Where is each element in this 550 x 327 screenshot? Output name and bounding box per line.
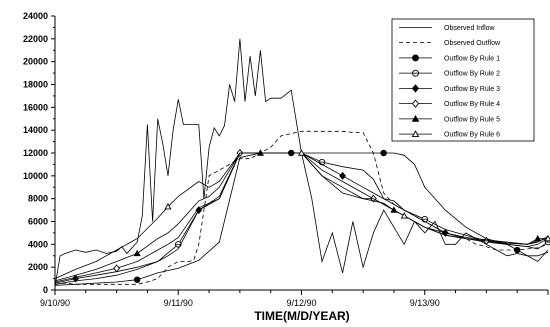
marker-open-triangle [400,212,408,219]
x-tick-label: 9/10/90 [40,298,70,308]
series-line [54,130,549,285]
y-tick-label: 4000 [28,239,48,249]
series-line [54,152,549,286]
marker-open-triangle [164,202,172,210]
series-layer [54,38,550,287]
marker-filled-diamond [195,206,203,215]
marker-filled-circle [133,276,141,283]
y-tick-label: 12000 [23,148,48,158]
legend-label: Outflow By Rule 6 [444,132,500,139]
legend-label: Observed Outflow [444,40,501,47]
legend-label: Observed Inflow [444,25,496,32]
x-tick-label: 9/11/90 [164,298,193,308]
legend-label: Outflow By Rule 2 [444,71,500,78]
y-tick-label: 14000 [23,125,48,135]
series-line [54,152,549,285]
y-tick-label: 10000 [23,171,48,181]
x-axis-title: TIME(M/D/YEAR) [254,309,349,323]
legend-label: Outflow By Rule 5 [444,116,500,123]
series-2 [54,130,549,285]
series-5 [54,152,549,284]
legend-label: Outflow By Rule 1 [444,55,500,62]
y-tick-label: 16000 [23,102,48,112]
y-tick-label: 24000 [23,11,48,21]
marker-filled-diamond [339,171,346,180]
legend: Observed Inflow Observed Outflow Outflow B… [391,18,535,142]
series-7 [54,149,548,282]
x-tick-label: 9/12/90 [286,298,316,308]
marker-open-diamond [113,264,121,273]
y-tick-label: 2000 [28,262,48,272]
series-line [54,152,548,282]
marker-filled-triangle [133,249,141,257]
legend-label: Outflow By Rule 4 [444,101,500,108]
series-line [54,152,549,284]
y-tick-label: 0 [43,285,48,295]
marker-open-triangle [544,234,550,242]
series-line [54,152,549,283]
axes: 0 2000 4000 6000 8000 10000 12000 14000 16000 180… [23,11,549,308]
marker-open-diamond [411,99,420,108]
series-4 [54,152,550,285]
marker-filled-triangle [411,114,420,122]
y-tick-label: 20000 [23,57,48,67]
marker-filled-circle [513,246,521,254]
marker-filled-diamond [411,84,420,93]
marker-open-triangle [297,149,306,156]
y-tick-label: 18000 [23,80,48,90]
marker-filled-circle [380,149,387,157]
marker-filled-circle [412,54,419,62]
marker-open-triangle [411,130,420,137]
y-tick-label: 22000 [23,34,48,44]
legend-label: Outflow By Rule 3 [444,86,500,93]
y-tick-label: 8000 [28,194,48,204]
series-3 [54,149,549,286]
series-8 [54,149,550,279]
y-tick-label: 6000 [28,217,48,227]
series-6 [54,149,549,283]
series-line [54,152,549,279]
x-tick-label: 9/13/90 [410,298,440,308]
